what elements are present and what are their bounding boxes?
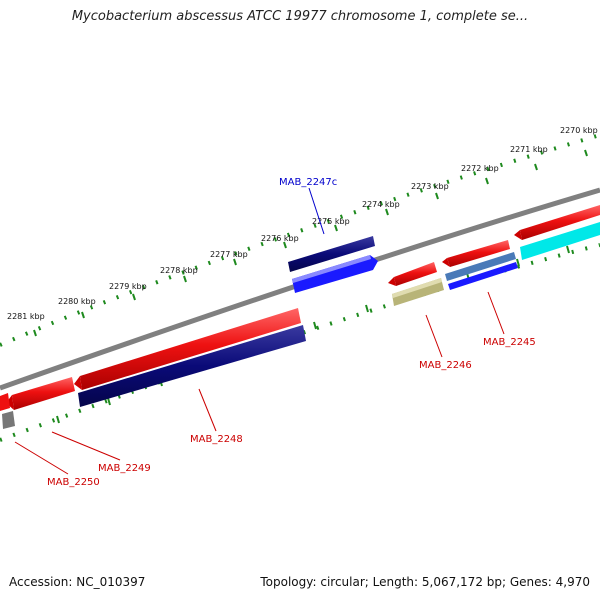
callout-line bbox=[308, 187, 325, 235]
scale-label: 2280 kbp bbox=[58, 297, 96, 306]
gene-MAB_2245-block[interactable] bbox=[442, 240, 518, 290]
scale-label: 2272 kbp bbox=[461, 164, 499, 173]
outer-tick-track bbox=[0, 133, 600, 347]
scale-label: 2279 kbp bbox=[109, 282, 147, 291]
gene-label-MAB_2246[interactable]: MAB_2246 bbox=[419, 360, 472, 371]
scale-label: 2275 kbp bbox=[312, 217, 350, 226]
gene-MAB_2249-block[interactable] bbox=[6, 377, 75, 410]
gene-label-MAB_2250[interactable]: MAB_2250 bbox=[47, 477, 100, 488]
gene-label-MAB_2249[interactable]: MAB_2249 bbox=[98, 463, 151, 474]
callout-line bbox=[198, 388, 217, 432]
scale-label: 2273 kbp bbox=[411, 182, 449, 191]
gene-cyan-block[interactable] bbox=[514, 205, 600, 260]
chromosome-backbone bbox=[0, 187, 600, 391]
gene-label-MAB_2247c[interactable]: MAB_2247c bbox=[279, 177, 337, 188]
genome-summary-text: Topology: circular; Length: 5,067,172 bp… bbox=[260, 575, 590, 589]
scale-label: 2281 kbp bbox=[7, 312, 45, 321]
gene-label-MAB_2245[interactable]: MAB_2245 bbox=[483, 337, 536, 348]
gene-MAB_2246-block[interactable] bbox=[388, 262, 444, 306]
callout-line bbox=[425, 314, 443, 358]
gene-MAB_2247c-block[interactable] bbox=[288, 236, 378, 293]
scale-label: 2276 kbp bbox=[261, 234, 299, 243]
callout-line bbox=[487, 291, 505, 335]
outer-major-ticks bbox=[33, 149, 588, 337]
scale-label: 2278 kbp bbox=[160, 266, 198, 275]
callout-line bbox=[14, 441, 69, 475]
gene-MAB_2250-block[interactable] bbox=[0, 393, 15, 429]
scale-label: 2277 kbp bbox=[210, 250, 248, 259]
map-title: Mycobacterium abscessus ATCC 19977 chrom… bbox=[71, 9, 529, 24]
callout-line bbox=[51, 431, 121, 461]
scale-label: 2271 kbp bbox=[510, 145, 548, 154]
scale-label: 2274 kbp bbox=[362, 200, 400, 209]
accession-text: Accession: NC_010397 bbox=[9, 575, 146, 589]
scale-label: 2270 kbp bbox=[560, 126, 598, 135]
gene-label-MAB_2248[interactable]: MAB_2248 bbox=[190, 434, 243, 445]
gene-MAB_2248-block[interactable] bbox=[74, 308, 306, 407]
